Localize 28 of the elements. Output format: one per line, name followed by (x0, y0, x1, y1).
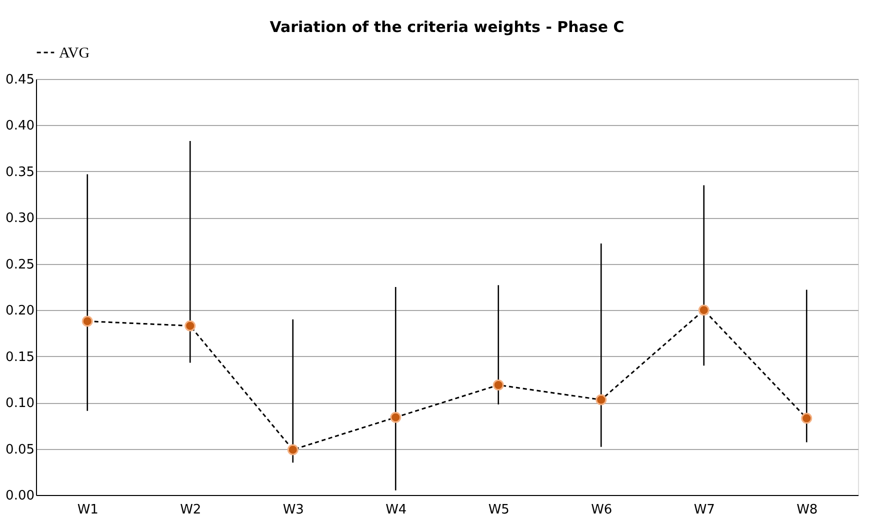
x-tick-label: W6 (591, 502, 612, 518)
point (287, 444, 298, 456)
point (698, 304, 710, 316)
y-tick-label: 0.35 (6, 164, 34, 180)
y-tick-label: 0.05 (6, 442, 34, 458)
point (82, 316, 93, 327)
point (492, 380, 504, 390)
legend-label: AVG (59, 46, 90, 62)
chart-title: Variation of the criteria weights - Phase C (270, 18, 624, 36)
x-tick-label: W7 (694, 502, 715, 518)
point (801, 412, 812, 424)
y-tick-label: 0.40 (6, 118, 34, 134)
y-tick-label: 0.25 (6, 257, 34, 272)
y-tick-label: 0.45 (6, 72, 34, 88)
x-tick-label: W4 (386, 502, 407, 518)
x-tick-label: W5 (488, 502, 510, 518)
point (596, 394, 607, 406)
x-tick-label: W2 (180, 502, 202, 518)
y-tick-label: 0.10 (6, 396, 34, 412)
y-tick-label: 0.20 (6, 304, 34, 319)
x-tick-label: W3 (282, 502, 304, 518)
x-tick-label: W8 (796, 502, 818, 518)
y-tick-label: 0.30 (6, 211, 34, 226)
point (184, 320, 196, 332)
x-tick-label: W1 (77, 502, 98, 518)
point (390, 412, 402, 423)
y-tick-label: 0.00 (6, 488, 34, 504)
y-tick-label: 0.15 (6, 350, 34, 365)
